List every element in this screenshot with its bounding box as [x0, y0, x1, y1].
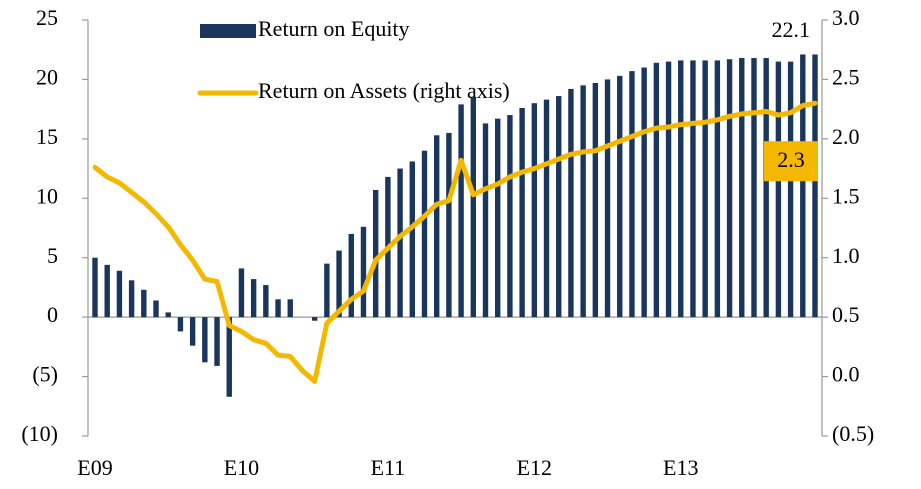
- bar: [226, 317, 232, 397]
- legend-swatch: [200, 24, 256, 38]
- bar: [421, 150, 428, 318]
- bar: [141, 289, 147, 318]
- bar: [568, 88, 574, 318]
- y-tick-label: 25: [36, 5, 58, 30]
- y2-tick-label: 0.5: [832, 302, 860, 327]
- bar: [409, 161, 415, 318]
- bar: [128, 280, 135, 318]
- bar: [275, 299, 281, 318]
- bar: [397, 168, 403, 318]
- bar: [775, 61, 782, 318]
- bar: [617, 75, 623, 318]
- bar: [714, 60, 721, 318]
- bar: [519, 107, 525, 318]
- bar: [690, 60, 696, 318]
- bar: [250, 279, 257, 318]
- data-label-box: [764, 141, 818, 182]
- y2-tick-label: 2.5: [832, 64, 860, 89]
- bar: [214, 317, 220, 366]
- bar: [531, 103, 538, 318]
- x-tick-label: E11: [371, 455, 406, 480]
- line: [92, 100, 818, 384]
- bar: [458, 104, 464, 318]
- bar: [177, 317, 184, 332]
- x-tick-label: E12: [517, 455, 552, 480]
- bar: [482, 123, 489, 318]
- y2-tick-label: 0.0: [832, 362, 860, 387]
- y-tick-label: 10: [36, 183, 58, 208]
- bar: [702, 60, 708, 318]
- y2-tick-label: 3.0: [832, 5, 860, 30]
- bar: [726, 59, 733, 318]
- y2-tick-label: 1.5: [832, 183, 860, 208]
- y2-tick-label: (0.5): [832, 421, 874, 446]
- bar: [641, 67, 647, 318]
- bar: [348, 233, 354, 318]
- bar: [470, 97, 477, 318]
- bar: [763, 58, 769, 318]
- bar: [372, 189, 379, 318]
- bar: [665, 61, 672, 318]
- bar: [629, 71, 635, 318]
- y2-tick-label: 1.0: [832, 243, 860, 268]
- bar: [446, 132, 452, 318]
- bar: [165, 312, 171, 318]
- bar: [104, 264, 110, 318]
- data-label: 2.3: [777, 147, 805, 172]
- bar: [92, 257, 98, 318]
- bar: [360, 226, 367, 318]
- bar: [116, 270, 123, 318]
- bar: [189, 317, 196, 346]
- bar: [678, 60, 684, 318]
- bar: [543, 99, 550, 318]
- y-tick-label: (10): [21, 421, 58, 446]
- bar: [153, 300, 159, 318]
- bar: [287, 299, 293, 318]
- bar: [800, 54, 806, 318]
- legend-label: Return on Equity: [258, 16, 410, 41]
- y-tick-label: 5: [47, 243, 58, 268]
- bar: [495, 118, 501, 318]
- y-tick-label: 15: [36, 124, 58, 149]
- bar: [311, 317, 318, 321]
- y-tick-label: 0: [47, 302, 58, 327]
- x-tick-label: E13: [663, 455, 698, 480]
- x-tick-label: E09: [77, 455, 112, 480]
- bar: [263, 285, 269, 318]
- bar: [787, 61, 794, 318]
- bar: [556, 96, 562, 318]
- bar: [812, 54, 818, 318]
- bar: [751, 58, 757, 318]
- x-tick-label: E10: [224, 455, 259, 480]
- y2-tick-label: 2.0: [832, 124, 860, 149]
- bar: [336, 250, 342, 318]
- bar: [238, 268, 245, 318]
- y-tick-label: (5): [32, 362, 58, 387]
- bar: [433, 135, 440, 318]
- bar: [592, 82, 599, 318]
- bar: [202, 317, 208, 363]
- bar: [604, 79, 611, 318]
- y-tick-label: 20: [36, 64, 58, 89]
- legend-label: Return on Assets (right axis): [258, 78, 510, 103]
- bar: [324, 263, 330, 318]
- bar: [507, 115, 513, 318]
- bar: [739, 58, 745, 318]
- data-label: 22.1: [772, 17, 811, 42]
- bar: [653, 62, 660, 318]
- bar: [580, 85, 586, 318]
